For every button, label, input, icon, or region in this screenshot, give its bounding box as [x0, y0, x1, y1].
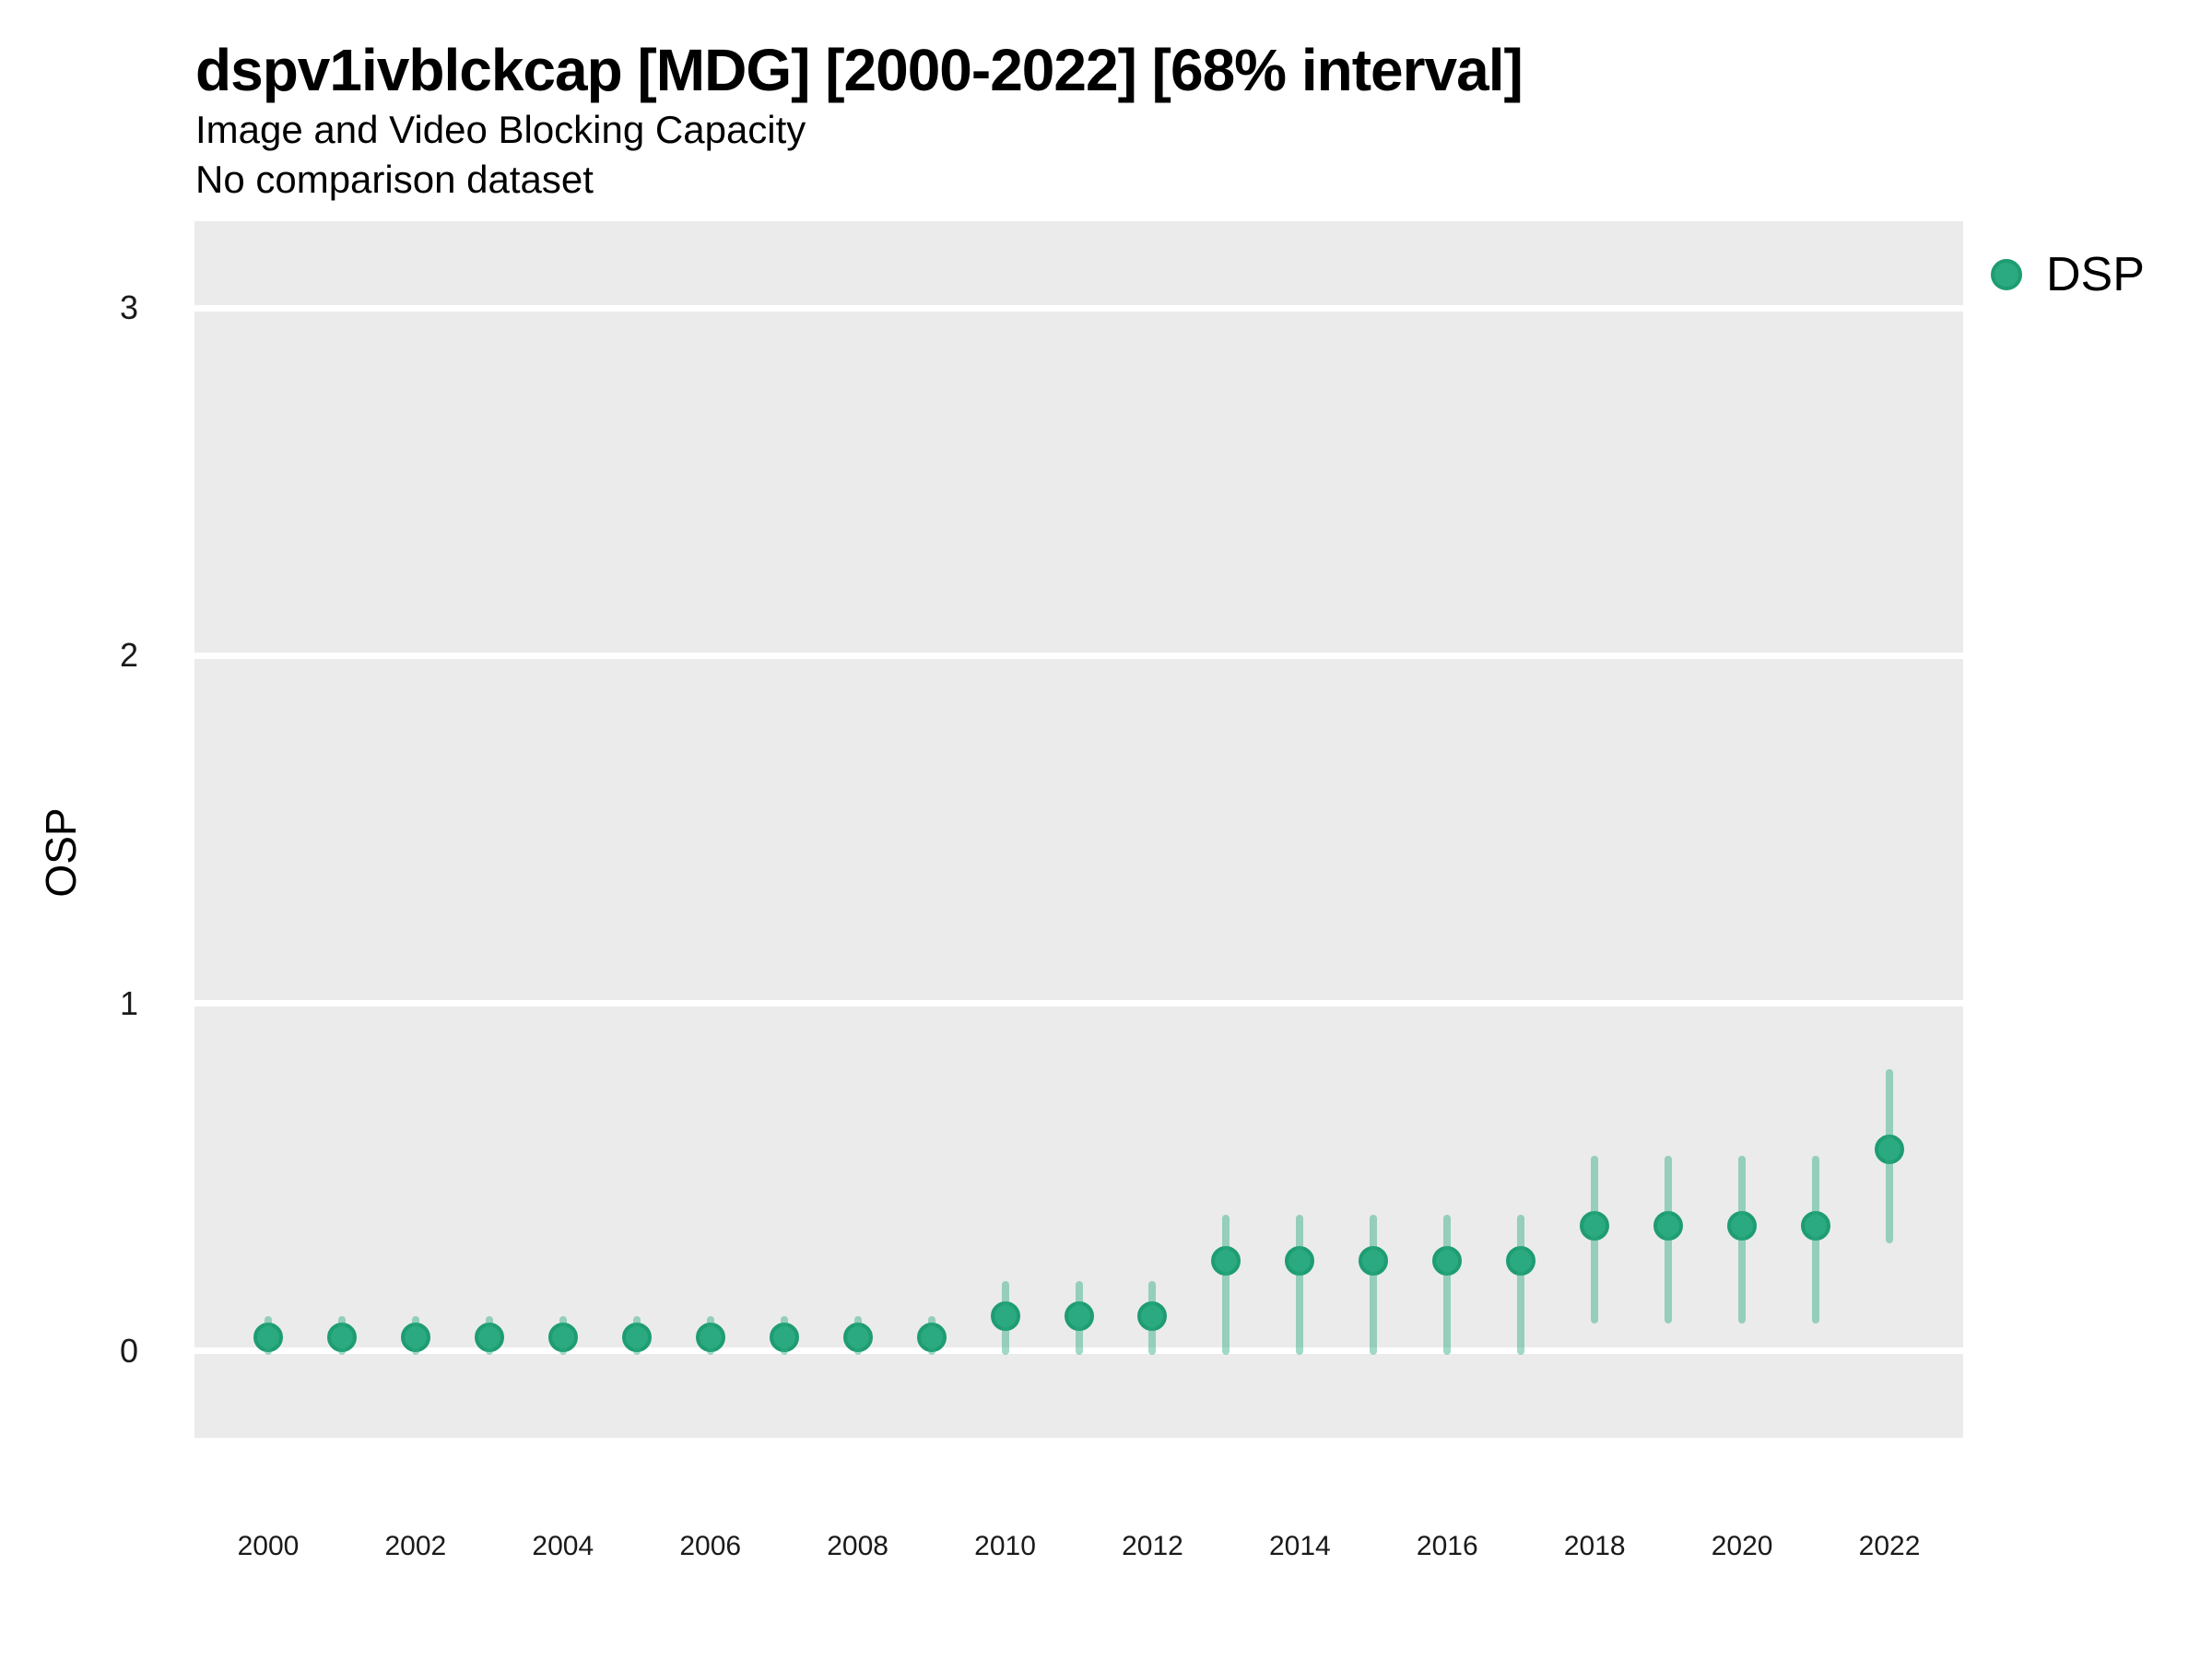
- interval-bar-2006: [706, 1315, 714, 1355]
- x-tick-label-2016: 2016: [1416, 1531, 1478, 1561]
- interval-bar-2014: [1296, 1215, 1304, 1355]
- interval-bar-2000: [264, 1315, 272, 1355]
- data-point-2003: [474, 1322, 504, 1352]
- interval-bar-2018: [1591, 1156, 1599, 1324]
- interval-bar-2022: [1886, 1069, 1894, 1244]
- plot-panel: [194, 221, 1963, 1438]
- y-tick-label-2: 2: [119, 636, 138, 675]
- data-point-2012: [1137, 1301, 1168, 1331]
- data-point-2016: [1432, 1245, 1463, 1276]
- data-point-2006: [695, 1322, 725, 1352]
- x-tick-label-2004: 2004: [532, 1531, 594, 1561]
- interval-bar-2004: [559, 1315, 567, 1355]
- x-tick-label-2020: 2020: [1711, 1531, 1773, 1561]
- data-point-2004: [547, 1322, 578, 1352]
- data-point-2017: [1506, 1245, 1536, 1276]
- data-point-2022: [1875, 1134, 1905, 1164]
- comparison-note: No comparison dataset: [195, 158, 594, 201]
- data-point-2007: [769, 1322, 799, 1352]
- x-tick-label-2018: 2018: [1563, 1531, 1626, 1561]
- y-tick-label-3: 3: [119, 288, 138, 327]
- data-point-2001: [326, 1322, 357, 1352]
- interval-bar-2021: [1812, 1156, 1820, 1324]
- gridline-y-1: [194, 1000, 1963, 1007]
- gridline-y-2: [194, 652, 1963, 659]
- data-point-2018: [1580, 1210, 1610, 1241]
- y-tick-label-1: 1: [119, 983, 138, 1022]
- y-tick-label-0: 0: [119, 1331, 138, 1370]
- data-point-2002: [400, 1322, 430, 1352]
- x-tick-label-2010: 2010: [974, 1531, 1036, 1561]
- x-tick-label-2000: 2000: [237, 1531, 300, 1561]
- chart-subtitle: Image and Video Blocking Capacity: [195, 108, 806, 151]
- data-point-2014: [1285, 1245, 1315, 1276]
- interval-bar-2003: [485, 1315, 493, 1355]
- data-point-2005: [621, 1322, 652, 1352]
- interval-bar-2008: [853, 1315, 862, 1355]
- interval-bar-2010: [1001, 1281, 1009, 1355]
- interval-bar-2001: [337, 1315, 346, 1355]
- chart-title: dspv1ivblckcap [MDG] [2000-2022] [68% in…: [195, 37, 1524, 103]
- interval-bar-2013: [1222, 1215, 1230, 1355]
- interval-bar-2002: [411, 1315, 419, 1355]
- gridline-y-0: [194, 1347, 1963, 1355]
- data-point-2019: [1653, 1210, 1684, 1241]
- data-point-2015: [1359, 1245, 1389, 1276]
- legend-label: DSP: [2046, 248, 2145, 301]
- data-point-2013: [1211, 1245, 1241, 1276]
- y-axis-title: OSP: [37, 807, 85, 898]
- x-tick-label-2022: 2022: [1858, 1531, 1921, 1561]
- legend-key-dot: [1991, 259, 2022, 290]
- x-tick-label-2006: 2006: [679, 1531, 742, 1561]
- interval-bar-2016: [1443, 1215, 1452, 1355]
- data-point-2009: [916, 1322, 947, 1352]
- interval-bar-2015: [1370, 1215, 1378, 1355]
- interval-bar-2020: [1738, 1156, 1747, 1324]
- data-point-2020: [1727, 1210, 1758, 1241]
- interval-bar-2011: [1075, 1281, 1083, 1355]
- data-point-2021: [1801, 1210, 1831, 1241]
- data-point-2011: [1064, 1301, 1094, 1331]
- x-tick-label-2002: 2002: [384, 1531, 447, 1561]
- interval-bar-2019: [1665, 1156, 1673, 1324]
- data-point-2010: [990, 1301, 1020, 1331]
- interval-bar-2005: [632, 1315, 641, 1355]
- data-point-2000: [253, 1322, 283, 1352]
- x-tick-label-2008: 2008: [827, 1531, 888, 1561]
- gridline-y-3: [194, 304, 1963, 312]
- data-point-2008: [842, 1322, 873, 1352]
- interval-bar-2009: [927, 1315, 935, 1355]
- interval-bar-2017: [1517, 1215, 1525, 1355]
- legend: DSP: [1991, 247, 2145, 302]
- x-tick-label-2012: 2012: [1122, 1531, 1183, 1561]
- interval-bar-2007: [780, 1315, 788, 1355]
- interval-bar-2012: [1148, 1281, 1157, 1355]
- x-tick-label-2014: 2014: [1269, 1531, 1331, 1561]
